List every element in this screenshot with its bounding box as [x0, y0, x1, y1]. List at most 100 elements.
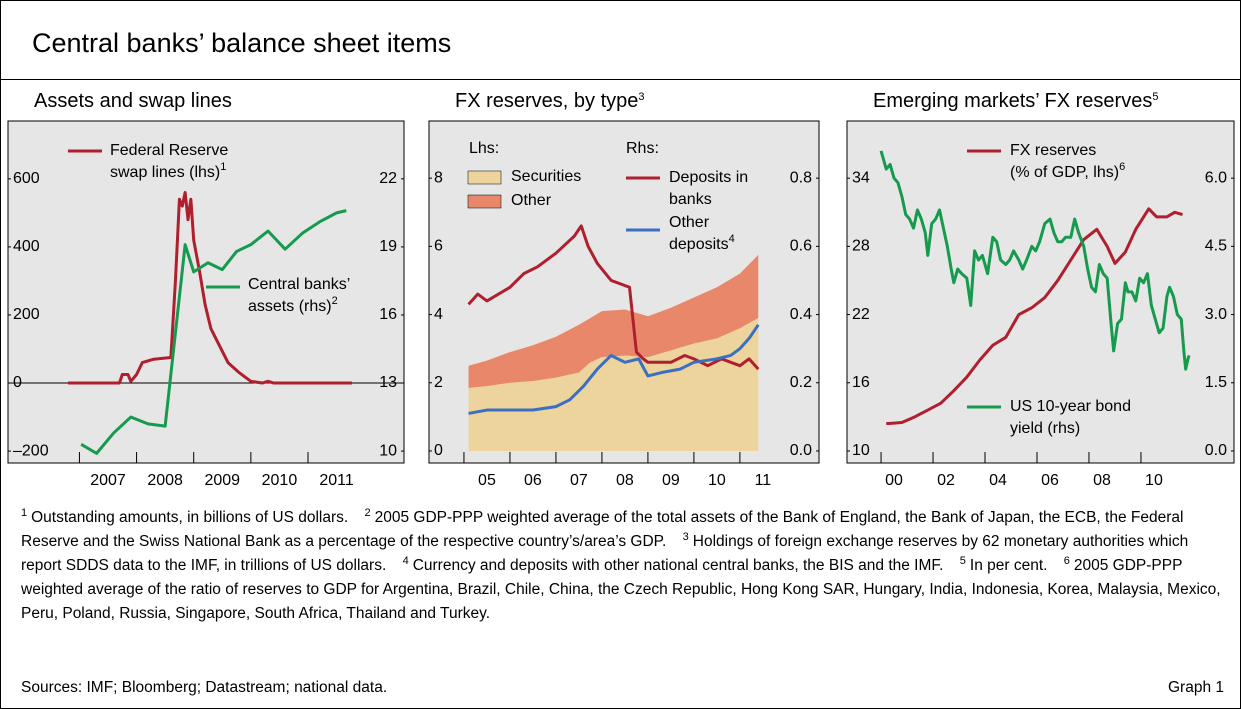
panel-title: FX reserves, by type3: [455, 90, 645, 113]
footnote-marker: 5: [959, 555, 966, 567]
y2-tick-label: 16: [379, 306, 397, 323]
plot-frame: [428, 120, 820, 464]
y2-tick-label: 3.0: [1205, 306, 1227, 323]
panel-title: Emerging markets’ FX reserves5: [873, 90, 1158, 113]
legend-entry: Other: [511, 190, 551, 212]
x-tick-label: 07: [570, 472, 588, 489]
y2-tick-label: 0.8: [790, 169, 812, 186]
line: [467, 224, 760, 371]
footnote-text: 2005 GDP-PPP weighted average of the rat…: [21, 557, 1221, 622]
x-tick-label: 04: [989, 472, 1007, 489]
footnote: 5 In per cent.: [948, 555, 1052, 575]
y2-tick-label: 22: [379, 170, 397, 187]
y-tick-label: 10: [852, 442, 870, 459]
x-tick-label: 2011: [319, 472, 354, 489]
legend-header: Rhs:: [626, 140, 659, 157]
line: [886, 207, 1183, 426]
x-tick-label: 06: [524, 472, 542, 489]
footnote-text: In per cent.: [969, 557, 1048, 574]
x-tick-label: 2009: [204, 472, 240, 489]
legend-entry: Other deposits4: [669, 212, 735, 256]
footnote: 6 2005 GDP-PPP weighted average of the ra…: [21, 555, 1221, 623]
y-tick-label: 28: [852, 238, 870, 255]
footnote: 3 Holdings of foreign exchange reserves b…: [21, 531, 1189, 575]
footnote-text: Outstanding amounts, in billions of US d…: [31, 509, 349, 526]
legend-entry: Federal Reserve swap lines (lhs)1: [110, 140, 228, 184]
line: [80, 209, 347, 455]
x-tick-label: 06: [1041, 472, 1059, 489]
x-tick-label: 11: [755, 472, 772, 489]
y-tick-label: 0: [434, 442, 443, 459]
legend-label: Deposits in banks: [669, 169, 749, 208]
area: [468, 317, 759, 451]
footnote-text: Currency and deposits with other nationa…: [412, 557, 944, 574]
legend-label: FX reserves (% of GDP, lhs): [1010, 142, 1120, 181]
legend-entry: FX reserves (% of GDP, lhs)6: [1010, 140, 1125, 184]
graph-label: Graph 1: [1167, 679, 1224, 696]
line: [468, 323, 760, 415]
footnote: 1 Outstanding amounts, in billions of US …: [21, 508, 353, 527]
y2-tick-label: 0.4: [790, 306, 812, 323]
y-tick-label: –200: [13, 442, 49, 459]
plot: [467, 224, 760, 451]
title-rule: [1, 79, 1240, 80]
y-tick-label: 4: [434, 306, 443, 323]
legend-entry: Securities: [511, 166, 581, 188]
area: [468, 254, 759, 388]
x-tick-label: 05: [478, 472, 496, 489]
y-tick-label: 16: [852, 374, 870, 391]
legend-label: Central banks’ assets (rhs): [248, 276, 351, 315]
x-tick-label: 10: [708, 472, 726, 489]
legend-note: 2: [331, 295, 338, 307]
footnotes: 1 Outstanding amounts, in billions of US …: [21, 506, 1226, 626]
y-tick-label: 6: [434, 238, 443, 255]
legend-label: Other: [511, 192, 552, 209]
plot: [879, 150, 1191, 426]
plot-frame: [846, 120, 1235, 464]
y-tick-label: 600: [13, 170, 40, 187]
sources: Sources: IMF; Bloomberg; Datastream; nat…: [21, 679, 388, 696]
panel-title-note: 5: [1152, 91, 1159, 103]
x-tick-label: 2008: [147, 472, 183, 489]
legend-label: Other deposits: [669, 214, 729, 253]
panel-title-note: 3: [638, 91, 645, 103]
plot-area: [8, 121, 404, 463]
legend-note: 4: [728, 233, 735, 245]
legend-note: 6: [1119, 161, 1126, 173]
plot-frame: [7, 120, 405, 464]
plot: [8, 190, 404, 455]
y-tick-label: 200: [13, 306, 40, 323]
footnote: 2 2005 GDP-PPP weighted average of the to…: [21, 508, 1184, 551]
footnote-marker: 3: [682, 531, 689, 543]
y-tick-label: 400: [13, 238, 40, 255]
x-tick-label: 10: [1145, 472, 1163, 489]
y2-tick-label: 13: [379, 374, 397, 391]
panel-title-text: Assets and swap lines: [34, 90, 232, 112]
footnote-marker: 6: [1063, 555, 1070, 567]
x-tick-label: 00: [885, 472, 903, 489]
x-tick-label: 08: [616, 472, 634, 489]
y-tick-label: 0: [13, 374, 22, 391]
legend-label: US 10-year bond yield (rhs): [1010, 398, 1131, 437]
legend-entry: US 10-year bond yield (rhs): [1010, 396, 1131, 440]
line: [879, 150, 1191, 371]
legend-header: Lhs:: [469, 140, 500, 157]
x-tick-label: 08: [1093, 472, 1111, 489]
y2-tick-label: 4.5: [1205, 238, 1227, 255]
footnote-text: 2005 GDP-PPP weighted average of the tot…: [21, 509, 1184, 550]
footnote-text: Holdings of foreign exchange reserves by…: [21, 533, 1189, 574]
footnote-marker: 4: [402, 555, 409, 567]
x-tick-label: 09: [662, 472, 680, 489]
y2-tick-label: 1.5: [1205, 374, 1227, 391]
legend-note: 1: [220, 161, 227, 173]
legend-swatch: [467, 194, 502, 209]
x-tick-label: 2007: [90, 472, 126, 489]
legend-label: Securities: [511, 168, 582, 185]
y2-tick-label: 0.0: [1205, 442, 1227, 459]
title: Central banks’ balance sheet items: [32, 28, 452, 58]
legend-swatch: [467, 170, 502, 185]
panel-title-text: Emerging markets’ FX reserves: [873, 90, 1153, 112]
y2-tick-label: 10: [379, 442, 397, 459]
